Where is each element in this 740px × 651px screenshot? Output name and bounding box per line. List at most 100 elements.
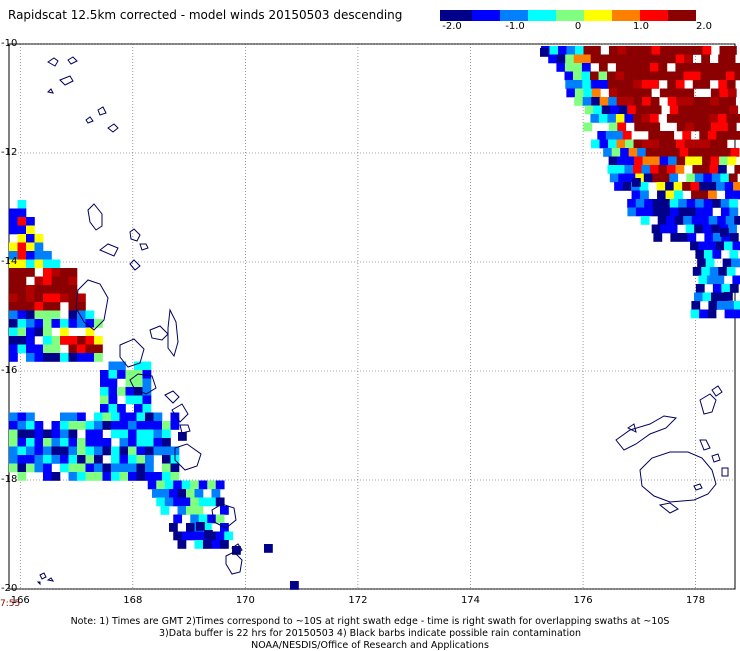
wind-pixel xyxy=(51,446,61,456)
wind-pixel xyxy=(9,421,18,430)
wind-pixel xyxy=(77,438,86,447)
wind-pixel xyxy=(574,88,584,98)
wind-pixel xyxy=(51,310,61,320)
wind-pixel xyxy=(9,429,18,439)
wind-pixel xyxy=(43,344,52,354)
wind-pixel xyxy=(707,309,717,319)
wind-pixel xyxy=(220,540,229,549)
wind-pixel xyxy=(699,309,708,319)
wind-pixel xyxy=(729,207,739,217)
wind-pixel xyxy=(654,148,663,157)
longitude-label: 170 xyxy=(235,595,255,606)
wind-pixel xyxy=(566,46,576,55)
wind-pixel xyxy=(77,446,86,456)
wind-pixel xyxy=(733,301,740,310)
colorbar-swatch xyxy=(476,10,481,21)
wind-pixel xyxy=(207,480,217,490)
wind-pixel xyxy=(673,182,683,191)
colorbar-swatch xyxy=(552,10,557,21)
wind-pixel xyxy=(711,224,720,234)
wind-pixel xyxy=(701,80,711,89)
wind-pixel xyxy=(727,97,736,106)
wind-pixel xyxy=(156,480,166,490)
wind-pixel xyxy=(634,46,644,55)
wind-pixel xyxy=(658,63,668,72)
latitude-label: -20 xyxy=(1,583,18,594)
wind-pixel xyxy=(683,63,693,72)
colorbar-swatch xyxy=(608,10,613,21)
wind-pixel xyxy=(9,268,18,277)
wind-pixel xyxy=(68,336,78,345)
wind-pixel xyxy=(68,421,78,430)
wind-pixel xyxy=(108,404,118,413)
wind-pixel xyxy=(599,139,609,149)
wind-pixel xyxy=(669,173,679,183)
wind-pixel xyxy=(712,284,722,293)
wind-pixel xyxy=(203,540,212,549)
wind-pixel xyxy=(609,46,618,55)
wind-pixel xyxy=(615,114,625,123)
wind-pixel xyxy=(607,80,617,89)
wind-pixel xyxy=(666,71,676,81)
wind-pixel xyxy=(85,421,95,430)
wind-pixel xyxy=(125,395,135,405)
colorbar-swatch xyxy=(500,10,505,21)
wind-pixel xyxy=(591,97,600,106)
wind-pixel xyxy=(583,122,593,132)
wind-pixel xyxy=(726,267,736,276)
wind-pixel xyxy=(717,71,727,81)
wind-pixel xyxy=(100,378,109,388)
wind-pixel xyxy=(51,472,61,481)
wind-pixel xyxy=(657,190,666,200)
colorbar-swatch xyxy=(688,10,693,21)
wind-pixel xyxy=(659,156,669,166)
colorbar-swatch xyxy=(496,10,501,21)
wind-pixel xyxy=(686,199,696,208)
wind-pixel xyxy=(640,190,649,200)
wind-pixel xyxy=(77,336,86,345)
island-fiji-kadavu xyxy=(658,483,703,514)
swath-time-stamp: 7:55 xyxy=(0,599,21,609)
wind-pixel xyxy=(661,207,671,217)
wind-pixel xyxy=(702,292,712,302)
wind-pixel xyxy=(108,387,118,396)
wind-pixel xyxy=(17,310,27,320)
wind-pixel xyxy=(678,233,688,242)
coastlines xyxy=(36,56,729,586)
wind-pixel xyxy=(177,489,187,498)
wind-pixel xyxy=(9,463,18,473)
wind-pixel xyxy=(26,412,35,422)
wind-pixel xyxy=(100,387,109,396)
wind-pixel xyxy=(666,216,676,225)
wind-pixel xyxy=(170,472,180,481)
island-ambrym xyxy=(119,338,145,368)
wind-pixel xyxy=(727,122,737,132)
wind-pixel xyxy=(60,463,69,473)
wind-pixel xyxy=(60,429,69,439)
wind-pixel xyxy=(162,429,171,439)
wind-pixel xyxy=(692,114,702,123)
wind-pixel xyxy=(717,63,727,72)
wind-pixel xyxy=(678,199,687,208)
wind-pixel xyxy=(17,463,27,473)
longitude-label: 178 xyxy=(686,595,706,606)
wind-pixel xyxy=(34,310,44,320)
wind-pixel xyxy=(26,225,35,235)
wind-pixel xyxy=(719,46,729,55)
wind-pixel xyxy=(100,370,109,379)
wind-pixel xyxy=(642,88,652,98)
wind-pixel xyxy=(119,463,129,473)
wind-pixel xyxy=(43,319,52,328)
colorbar-swatch xyxy=(544,10,549,21)
colorbar-swatch xyxy=(448,10,453,21)
colorbar-swatch xyxy=(520,10,525,21)
wind-pixel xyxy=(726,114,736,123)
wind-pixel xyxy=(102,446,112,456)
wind-pixel xyxy=(100,395,109,405)
wind-pixel xyxy=(60,455,69,464)
wind-pixel xyxy=(85,310,95,320)
wind-pixel xyxy=(34,421,44,430)
wind-pixel xyxy=(729,250,739,259)
colorbar-swatch xyxy=(668,10,673,21)
